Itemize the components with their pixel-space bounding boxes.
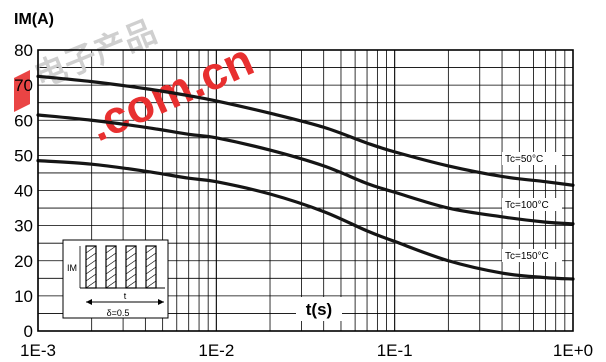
labels: IM(A) t(s) [14, 11, 342, 321]
pulse-hatch [125, 259, 137, 268]
pulse-hatch [125, 273, 137, 282]
x-tick-label: 1E-2 [198, 341, 234, 360]
pulse-hatch [85, 259, 97, 268]
inset-delta-label: δ=0.5 [107, 308, 130, 318]
series-label: Tc=50°C [505, 154, 543, 165]
y-tick-label: 30 [14, 217, 33, 236]
plot-frame [37, 49, 574, 332]
y-axis-label: IM(A) [14, 11, 54, 28]
x-tick-label: 1E-3 [20, 341, 56, 360]
pulse-hatch [85, 266, 97, 275]
y-tick-label: 10 [14, 287, 33, 306]
pulse-hatch [125, 280, 137, 289]
y-tick-label: 0 [24, 322, 33, 341]
series-line [36, 159, 575, 281]
t-arrow-head-left [86, 299, 92, 305]
x-tick-label: 1E-1 [377, 341, 413, 360]
watermark: 电子产品 .com.cn [14, 12, 261, 151]
axes: 1E-3 1E-2 1E-1 1E+0 0 10 20 30 40 50 60 70 80 [14, 41, 593, 360]
pulse-hatch [85, 245, 97, 254]
series-line [36, 74, 575, 187]
pulse-hatch [105, 273, 117, 282]
pulse-hatch [105, 266, 117, 275]
pulse-hatch [85, 273, 97, 282]
pulse-hatch [85, 280, 97, 289]
pulse-hatch [145, 252, 157, 261]
pulse-hatch [105, 252, 117, 261]
inset-im-label: IM [67, 263, 77, 273]
pulse-hatch [125, 245, 137, 254]
pulse-hatch [145, 266, 157, 275]
grid [37, 50, 573, 331]
pulse-hatch [145, 273, 157, 282]
series-label-bg [502, 249, 562, 262]
series-label-bg [502, 198, 562, 211]
series-label: Tc=150°C [505, 251, 549, 262]
y-tick-label: 50 [14, 146, 33, 165]
series-lines: Tc=50°C Tc=100°C Tc=150°C [36, 74, 575, 281]
y-tick-label: 40 [14, 182, 33, 201]
pulse-hatch [125, 252, 137, 261]
pulse-hatch [145, 245, 157, 254]
pulse-hatch [85, 252, 97, 261]
x-tick-label: 1E+0 [553, 341, 593, 360]
x-axis-label: t(s) [306, 300, 332, 319]
series-label: Tc=100°C [505, 200, 549, 211]
pulse-hatch [105, 259, 117, 268]
y-tick-label: 80 [14, 41, 33, 60]
pulse-hatch [105, 245, 117, 254]
duty-cycle-inset: IM t δ=0.5 [62, 239, 169, 319]
y-tick-label: 70 [14, 76, 33, 95]
series-line [36, 113, 575, 226]
t-arrow-head-right [158, 299, 164, 305]
watermark-accent [14, 70, 30, 112]
y-tick-label: 20 [14, 252, 33, 271]
pulse-hatch [125, 266, 137, 275]
pulse-hatch [145, 259, 157, 268]
y-tick-label: 60 [14, 111, 33, 130]
inset-t-label: t [124, 291, 127, 301]
series-label-bg [502, 152, 562, 165]
pulse-hatch [105, 280, 117, 289]
pulse-hatch [145, 280, 157, 289]
x-axis-label-bg [296, 297, 342, 321]
